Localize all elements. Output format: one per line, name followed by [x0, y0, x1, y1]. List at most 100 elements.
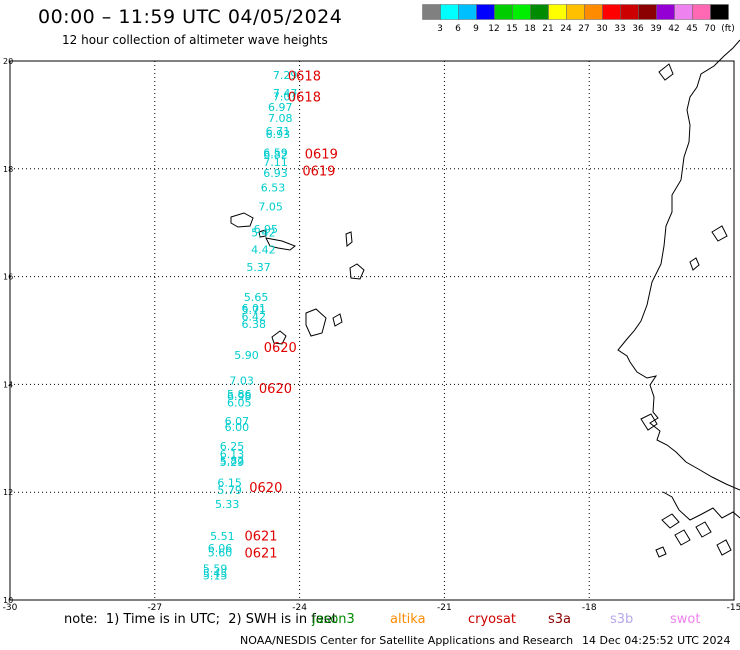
wave-height-label: 5.79 — [217, 484, 242, 497]
pass-time-label: 0620 — [259, 382, 292, 397]
island-santiago — [305, 308, 327, 337]
coastline-segment — [711, 225, 728, 242]
wave-height-label: 6.82 — [263, 149, 288, 162]
coastline-segment — [640, 413, 658, 431]
pass-time-label: 0618 — [288, 90, 321, 105]
satellite-legend-jason3: jason3 — [312, 612, 355, 627]
scale-label: 70 — [704, 24, 716, 34]
wave-height-label: 6.38 — [241, 318, 266, 331]
satellite-legend-altika: altika — [390, 612, 426, 627]
island-fogo — [271, 330, 287, 345]
wave-height-label: 6.53 — [261, 181, 286, 194]
wave-height-label: 6.25 — [220, 440, 245, 453]
x-tick-label: -30 — [3, 603, 18, 610]
wave-height-label: 5.33 — [215, 498, 240, 511]
wave-height-label: 6.93 — [263, 167, 288, 180]
wave-height-label: 6.59 — [263, 146, 288, 159]
wave-height-label: 7.05 — [258, 200, 283, 213]
page-title: 00:00 – 11:59 UTC 04/05/2024 — [38, 6, 343, 28]
axis-tick-labels: -30 -27 -24 -21 -18 -15 20 18 16 14 12 10 — [3, 57, 740, 610]
scale-label: 42 — [668, 24, 679, 34]
pass-time-label: 0621 — [244, 546, 277, 561]
wave-height-label: 5.45 — [203, 567, 228, 580]
wave-height-label: 7.47 — [273, 87, 298, 100]
wave-height-label: 6.05 — [227, 396, 252, 409]
coastline-segment — [661, 513, 680, 529]
wave-height-label: 5.59 — [203, 563, 228, 576]
wave-height-label: 6.00 — [225, 421, 250, 434]
wave-height-label: 6.42 — [241, 310, 266, 323]
wave-height-label: 5.65 — [244, 291, 269, 304]
island-sao-vicente — [258, 229, 267, 238]
wave-height-label: 6.07 — [225, 415, 250, 428]
generated-timestamp: 14 Dec 04:25:52 UTC 2024 — [582, 634, 731, 647]
satellite-legend-cryosat: cryosat — [468, 612, 516, 627]
coastline-segment — [662, 491, 740, 521]
scale-label: 30 — [596, 24, 608, 34]
scale-label: 15 — [506, 24, 517, 34]
x-tick-label: -24 — [292, 603, 307, 610]
pass-time-label: 0619 — [302, 164, 335, 179]
wave-height-label: 7.07 — [273, 90, 298, 103]
satellite-legend-s3b: s3b — [610, 612, 634, 627]
satellite-legend-s3a: s3a — [548, 612, 572, 627]
scale-label: 3 — [437, 24, 443, 34]
scale-label: 45 — [686, 24, 697, 34]
x-tick-label: -18 — [582, 603, 597, 610]
x-tick-label: -15 — [727, 603, 740, 610]
coastline-segment — [674, 529, 691, 546]
x-tick-label: -27 — [147, 603, 162, 610]
page-subtitle: 12 hour collection of altimeter wave hei… — [62, 33, 328, 47]
scale-label: 12 — [488, 24, 499, 34]
wave-height-label: 5.29 — [220, 456, 245, 469]
y-tick-label: 14 — [3, 380, 13, 389]
island-maio — [332, 313, 343, 327]
y-tick-label: 18 — [3, 165, 13, 174]
wave-height-label: 6.01 — [241, 302, 266, 315]
wave-height-label: 6.95 — [254, 223, 279, 236]
credit-text: NOAA/NESDIS Center for Satellite Applica… — [240, 634, 574, 647]
pass-time-label: 0620 — [249, 481, 282, 496]
wave-height-label: 5.15 — [203, 570, 228, 583]
wave-height-label: 6.98 — [227, 390, 252, 403]
wave-height-color-scale: 3 6 9 12 15 18 21 24 27 30 33 36 39 42 45 70 (ft) — [422, 4, 735, 34]
wave-height-label: 5.90 — [234, 349, 259, 362]
map-grid — [9, 60, 735, 601]
wave-height-label: 7.29 — [273, 69, 298, 82]
scale-label: 36 — [632, 24, 644, 34]
scale-label: (ft) — [721, 24, 735, 34]
wave-height-label: 6.15 — [217, 476, 242, 489]
scale-swatch — [710, 4, 729, 20]
island-sao-nicolau — [265, 237, 296, 251]
map-frame — [9, 60, 735, 601]
coastline-segment — [695, 521, 712, 538]
satellite-legend-swot: swot — [670, 612, 701, 627]
pass-time-label: 0621 — [244, 530, 277, 545]
scale-label: 27 — [578, 24, 589, 34]
pass-time-label: 0620 — [264, 341, 297, 356]
wave-height-label: 6.93 — [266, 128, 291, 141]
y-tick-label: 20 — [3, 57, 13, 66]
island-santo-antao — [230, 212, 254, 228]
wave-height-label: 6.06 — [208, 542, 233, 555]
wave-height-label: 7.08 — [268, 112, 293, 125]
wave-height-labels: 7.297.477.076.977.086.716.936.596.827.11… — [203, 69, 297, 583]
wave-height-label: 5.71 — [241, 304, 266, 317]
note-text: note: 1) Time is in UTC; 2) SWH is in fe… — [64, 612, 337, 627]
coastline-segment — [658, 63, 674, 81]
scale-label: 21 — [542, 24, 553, 34]
y-tick-label: 10 — [3, 596, 13, 605]
scale-label: 6 — [455, 24, 461, 34]
wave-height-label: 5.51 — [210, 530, 235, 543]
scale-label: 33 — [614, 24, 625, 34]
cape-verde-islands — [230, 212, 365, 345]
pass-time-label: 0619 — [305, 148, 338, 163]
coastline-segment — [655, 546, 667, 558]
pass-time-label: 0618 — [288, 69, 321, 84]
wave-height-label: 4.42 — [251, 243, 276, 256]
wave-height-label: 5.82 — [220, 455, 245, 468]
y-tick-label: 16 — [3, 273, 13, 282]
wave-height-label: 6.97 — [268, 101, 293, 114]
